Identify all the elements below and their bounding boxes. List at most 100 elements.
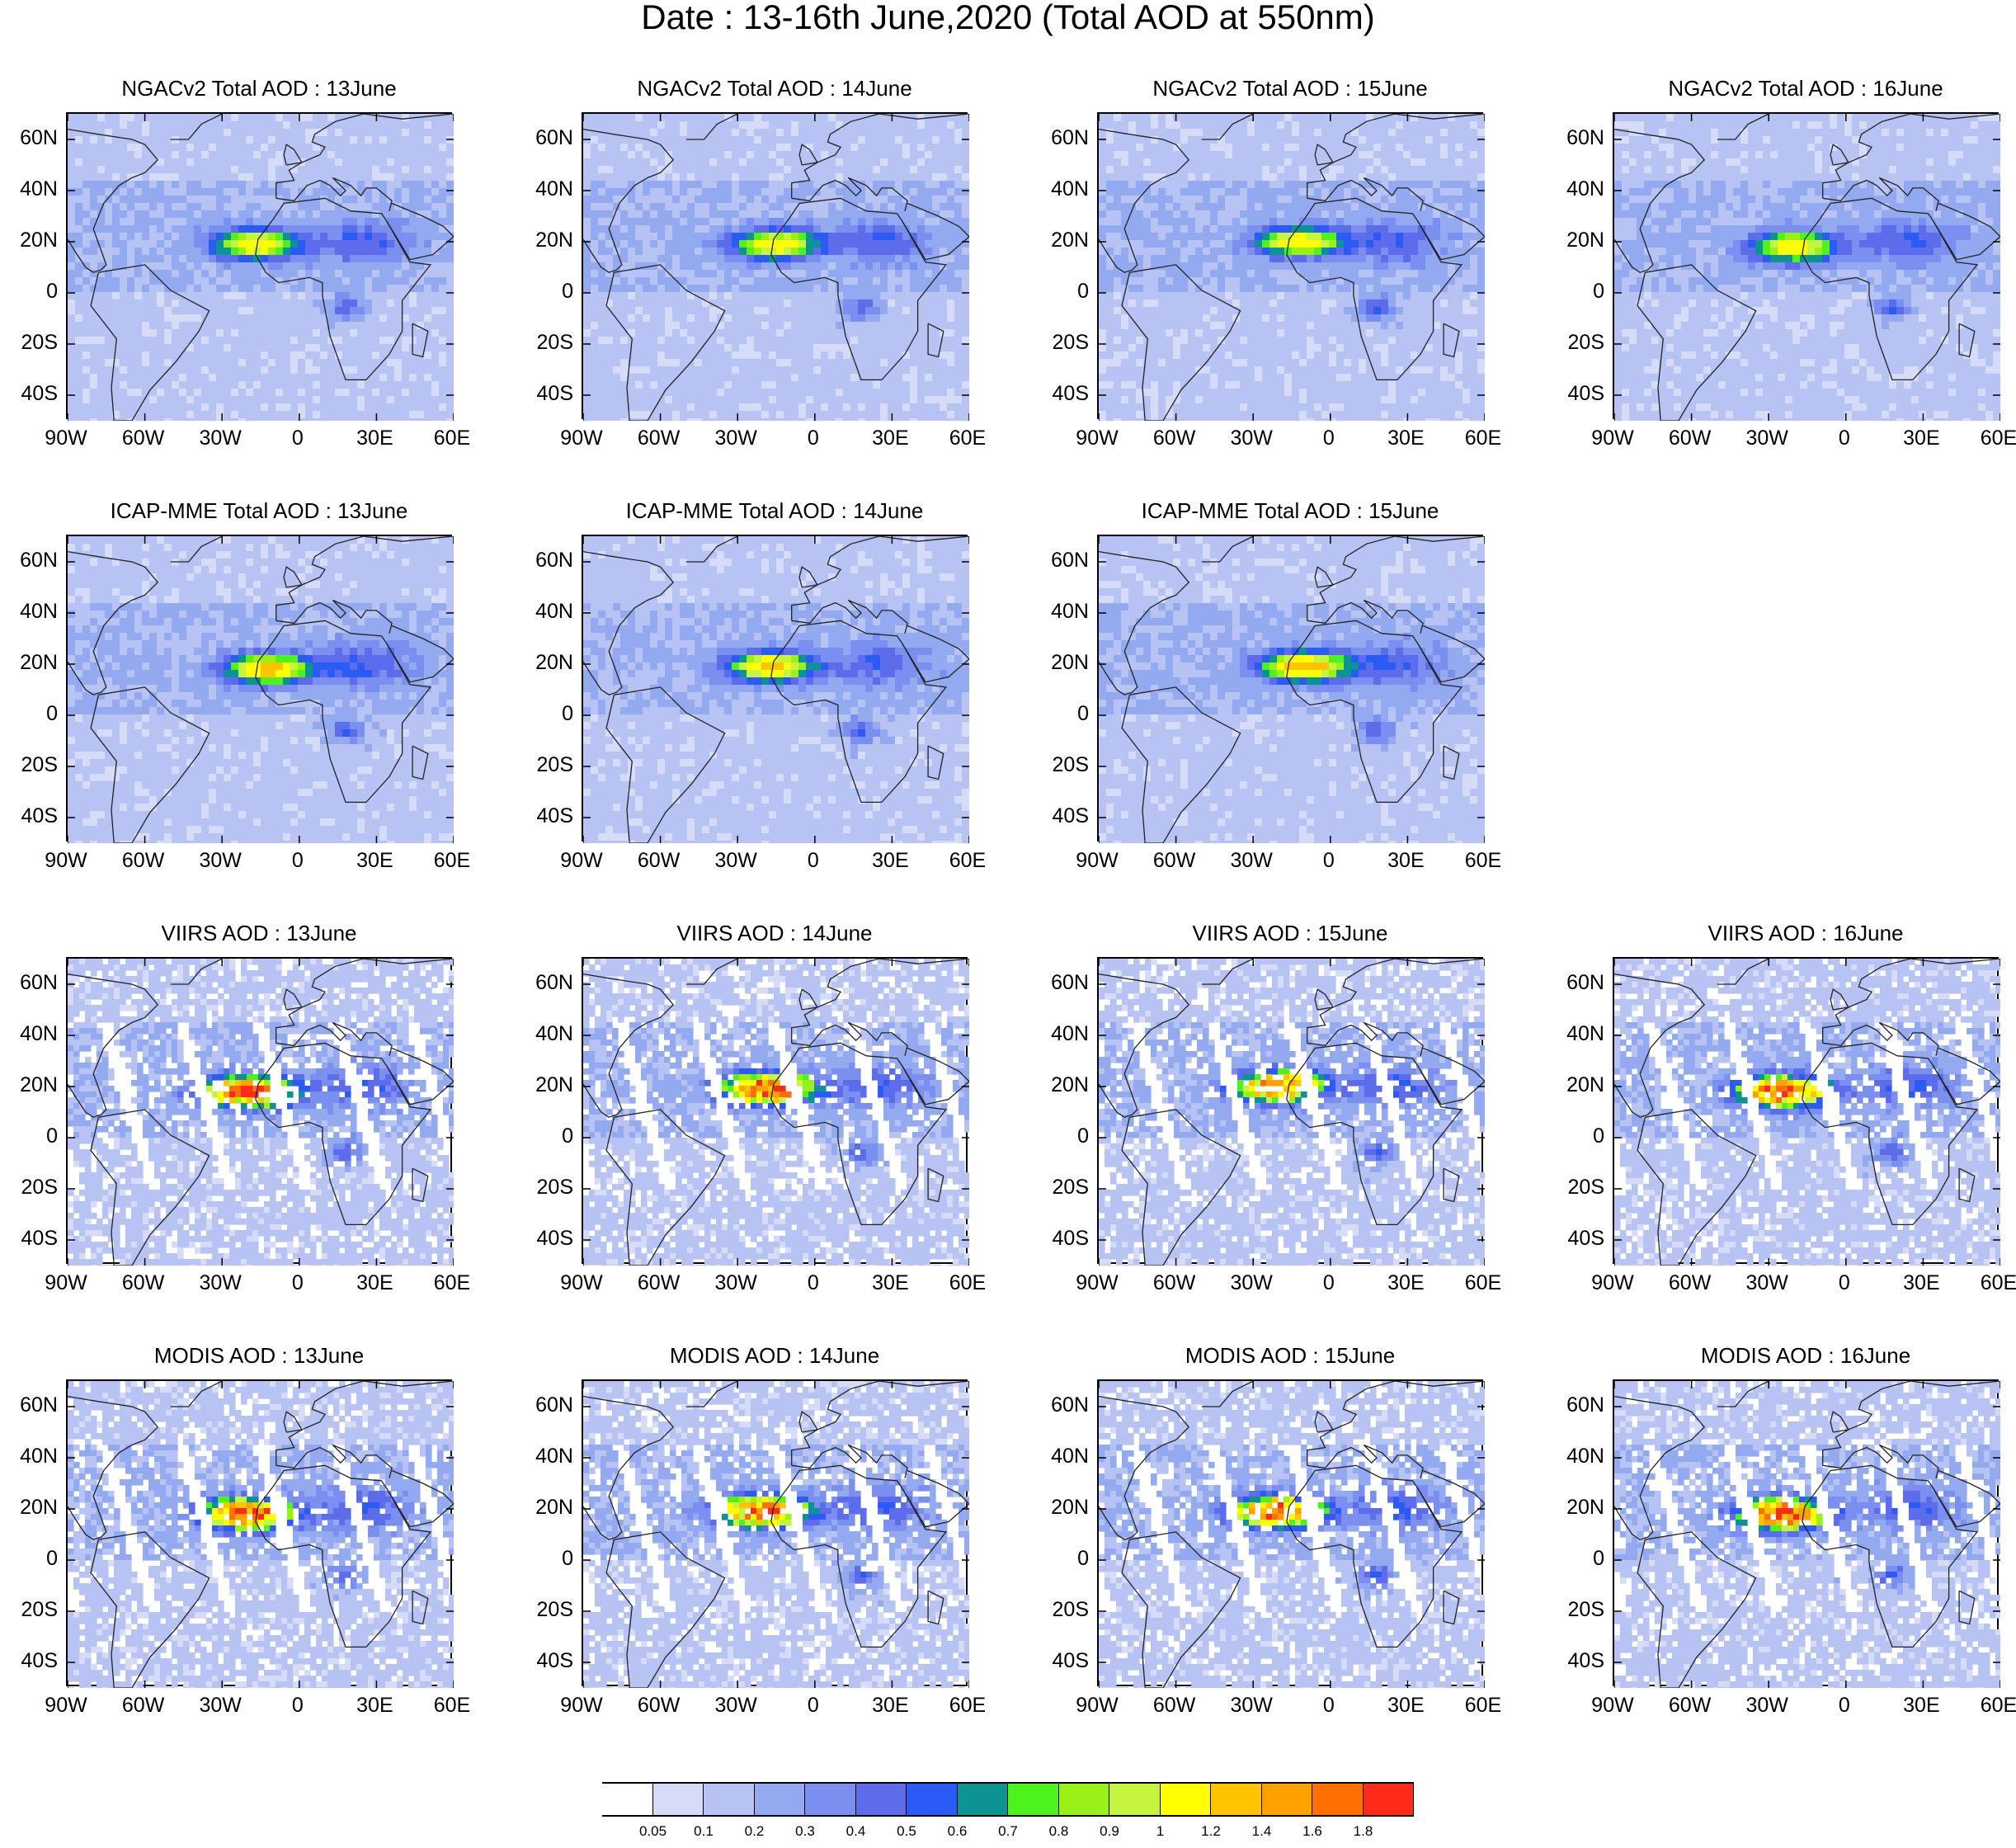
colorbar-label: 0.9 xyxy=(1085,1823,1134,1840)
aod-heatmap xyxy=(1099,1381,1485,1688)
aod-heatmap xyxy=(68,1381,454,1688)
lat-tick-label: 20S xyxy=(8,1176,58,1198)
lon-tick-label: 60E xyxy=(1450,1272,1516,1294)
lon-tick-label: 60E xyxy=(1450,427,1516,449)
panel-title: NGACv2 Total AOD : 16June xyxy=(1613,76,1999,101)
lat-tick-label: 60N xyxy=(8,1394,58,1416)
aod-field xyxy=(1099,114,1485,421)
lon-tick-label: 30E xyxy=(1888,1695,1954,1716)
lat-tick-label: 0 xyxy=(1039,1125,1089,1147)
colorbar-box xyxy=(653,1784,704,1815)
colorbar-box xyxy=(1312,1784,1364,1815)
lon-tick-label: 60E xyxy=(935,427,1001,449)
panel-title: NGACv2 Total AOD : 13June xyxy=(66,76,452,101)
colorbar-box xyxy=(907,1784,958,1815)
lon-tick-label: 90W xyxy=(1580,427,1646,449)
lat-tick-label: 40S xyxy=(1039,1650,1089,1671)
aod-map xyxy=(1613,112,1999,419)
colorbar-frame xyxy=(602,1782,1414,1817)
aod-field xyxy=(68,114,454,421)
lon-tick-label: 30E xyxy=(857,1695,923,1716)
main-title: Date : 13-16th June,2020 (Total AOD at 5… xyxy=(0,0,2016,35)
aod-field xyxy=(68,959,454,1266)
lat-tick-label: 40N xyxy=(524,178,573,200)
colorbar-label: 0.2 xyxy=(730,1823,780,1840)
lat-tick-label: 20N xyxy=(1555,1497,1604,1518)
lat-tick-label: 40S xyxy=(8,805,58,827)
colorbar-label: 0.4 xyxy=(831,1823,881,1840)
lon-tick-label: 0 xyxy=(1296,427,1362,449)
lat-tick-label: 0 xyxy=(8,280,58,302)
lat-tick-label: 40S xyxy=(1555,383,1604,404)
lon-tick-label: 90W xyxy=(549,850,615,871)
aod-heatmap xyxy=(1099,114,1485,421)
lon-tick-label: 60W xyxy=(111,1272,177,1294)
lat-tick-label: 0 xyxy=(1555,280,1604,302)
lat-tick-label: 20N xyxy=(524,652,573,673)
lon-tick-label: 30E xyxy=(341,1695,407,1716)
lat-tick-label: 20N xyxy=(1039,1074,1089,1096)
lon-tick-label: 90W xyxy=(33,850,99,871)
colorbar-box xyxy=(1109,1784,1161,1815)
lon-tick-label: 0 xyxy=(265,850,331,871)
aod-map xyxy=(1097,957,1483,1264)
lon-tick-label: 60W xyxy=(1142,1272,1208,1294)
colorbar-box xyxy=(1211,1784,1262,1815)
lon-tick-label: 90W xyxy=(1580,1272,1646,1294)
lon-tick-label: 0 xyxy=(1296,1272,1362,1294)
lon-tick-label: 60E xyxy=(935,1272,1001,1294)
aod-heatmap xyxy=(68,959,454,1266)
lat-tick-label: 60N xyxy=(8,549,58,571)
colorbar-label: 1 xyxy=(1136,1823,1185,1840)
lat-tick-label: 20N xyxy=(1555,1074,1604,1096)
lon-tick-label: 60W xyxy=(1657,1695,1723,1716)
aod-map xyxy=(582,957,968,1264)
aod-map xyxy=(66,535,452,842)
lat-tick-label: 20S xyxy=(524,1599,573,1620)
aod-map xyxy=(582,535,968,842)
panel-title: MODIS AOD : 15June xyxy=(1097,1343,1483,1368)
colorbar-label: 1.4 xyxy=(1237,1823,1287,1840)
lon-tick-label: 60E xyxy=(1966,1272,2016,1294)
aod-field xyxy=(583,959,969,1266)
lon-tick-label: 60W xyxy=(1142,850,1208,871)
lat-tick-label: 0 xyxy=(8,703,58,724)
lon-tick-label: 0 xyxy=(780,850,846,871)
lat-tick-label: 40S xyxy=(524,805,573,827)
colorbar-label: 1.6 xyxy=(1288,1823,1337,1840)
lon-tick-label: 0 xyxy=(780,1272,846,1294)
colorbar-box xyxy=(1161,1784,1212,1815)
aod-heatmap xyxy=(1099,959,1485,1266)
lon-tick-label: 60W xyxy=(626,1695,692,1716)
aod-field xyxy=(68,1381,454,1688)
colorbar-label: 0.3 xyxy=(780,1823,830,1840)
lon-tick-label: 90W xyxy=(1064,850,1130,871)
lat-tick-label: 20N xyxy=(8,1074,58,1096)
lat-tick-label: 0 xyxy=(524,1125,573,1147)
lon-tick-label: 0 xyxy=(1811,1272,1877,1294)
lon-tick-label: 30W xyxy=(703,427,769,449)
lat-tick-label: 40N xyxy=(8,1023,58,1044)
lat-tick-label: 40S xyxy=(1555,1650,1604,1671)
lon-tick-label: 30E xyxy=(1373,1272,1439,1294)
aod-heatmap xyxy=(583,1381,969,1688)
lat-tick-label: 20S xyxy=(1039,1599,1089,1620)
colorbar-label: 0.5 xyxy=(882,1823,931,1840)
lon-tick-label: 30E xyxy=(341,427,407,449)
lat-tick-label: 0 xyxy=(1039,703,1089,724)
lon-tick-label: 0 xyxy=(1811,427,1877,449)
panel-title: MODIS AOD : 13June xyxy=(66,1343,452,1368)
lat-tick-label: 60N xyxy=(1039,127,1089,148)
lat-tick-label: 40N xyxy=(8,601,58,622)
lon-tick-label: 90W xyxy=(1064,1695,1130,1716)
lat-tick-label: 60N xyxy=(1039,972,1089,993)
lat-tick-label: 20S xyxy=(8,332,58,353)
lat-tick-label: 20N xyxy=(1039,652,1089,673)
lon-tick-label: 90W xyxy=(1064,1272,1130,1294)
panel-title: ICAP-MME Total AOD : 13June xyxy=(66,498,452,523)
lon-tick-label: 30W xyxy=(1218,850,1284,871)
